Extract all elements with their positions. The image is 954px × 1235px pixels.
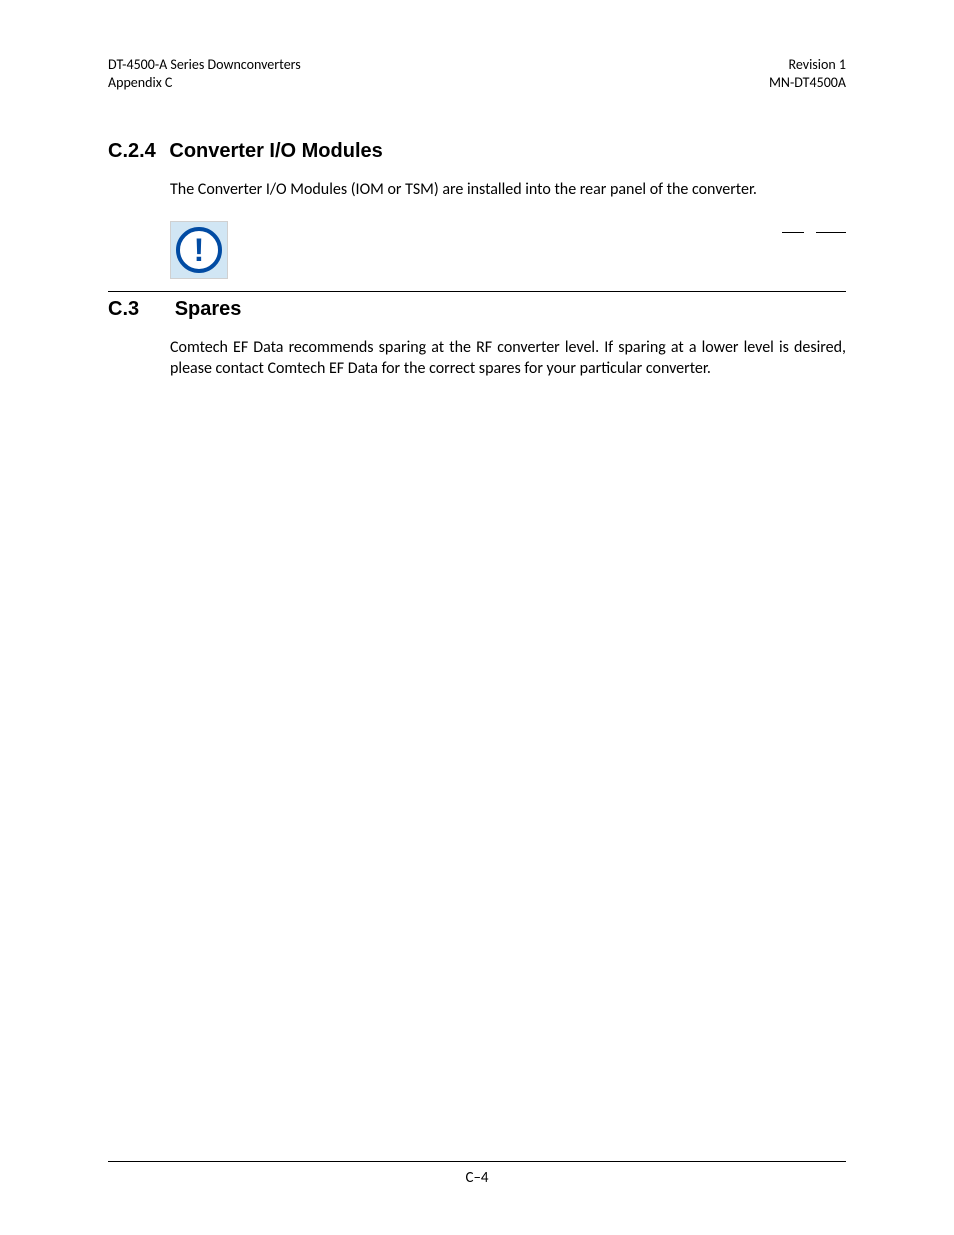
header-appendix: Appendix C [108,74,301,92]
exclamation-circle-icon: ! [176,227,222,273]
body-text-c3: Comtech EF Data recommends sparing at th… [170,337,846,380]
content-area: C.2.4 Converter I/O Modules The Converte… [108,140,846,400]
page-header: DT-4500-A Series Downconverters Appendix… [108,56,846,92]
section-title-c3: Spares [175,298,242,320]
page-number: C–4 [465,1169,488,1187]
section-number-c3: C.3 [108,298,139,321]
section-title-c24: Converter I/O Modules [169,140,382,162]
section-number-c24: C.2.4 [108,140,156,163]
header-left: DT-4500-A Series Downconverters Appendix… [108,56,301,92]
header-product-title: DT-4500-A Series Downconverters [108,56,301,74]
important-notice-icon: ! [170,221,228,279]
header-doc-number: MN-DT4500A [769,74,846,92]
section-heading-c24: C.2.4 Converter I/O Modules [108,140,846,163]
exclamation-mark: ! [194,234,205,266]
body-text-c24: The Converter I/O Modules (IOM or TSM) a… [170,179,846,201]
footer-divider [108,1161,846,1162]
header-right: Revision 1 MN-DT4500A [769,56,846,92]
placeholder-dashes [782,222,846,241]
page-footer: C–4 [108,1161,846,1187]
header-revision: Revision 1 [769,56,846,74]
dash-mark-icon [816,232,846,233]
section-heading-c3: C.3 Spares [108,298,846,321]
section-divider [108,291,846,292]
dash-mark-icon [782,232,804,233]
